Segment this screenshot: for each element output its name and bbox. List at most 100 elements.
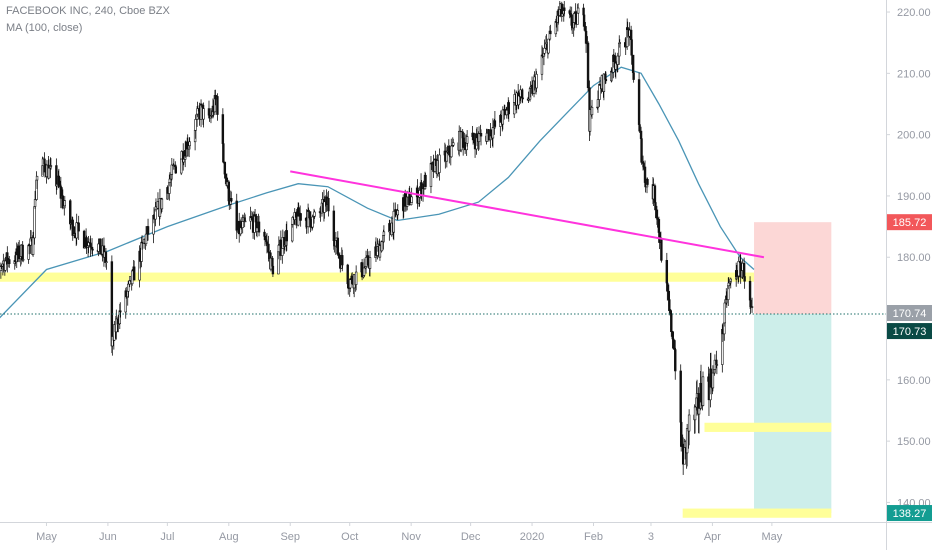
candle (638, 122, 641, 133)
candle-body (119, 310, 122, 313)
candle-body (27, 244, 31, 247)
candle-body (646, 179, 649, 185)
candle-body (616, 55, 619, 65)
candle-body (489, 129, 493, 137)
candle (31, 231, 35, 257)
candle (27, 243, 31, 255)
candle-body (614, 62, 617, 70)
candle-body (255, 227, 259, 232)
candle (313, 210, 316, 219)
candle-body (503, 109, 507, 111)
candle (450, 138, 453, 158)
candle (614, 55, 617, 79)
candle-body (47, 167, 51, 179)
candle-body (354, 271, 358, 285)
candle (392, 202, 396, 241)
candle-body (71, 219, 74, 236)
candle (117, 314, 120, 333)
candle-body (271, 265, 275, 275)
candle-body (693, 406, 697, 421)
candle-body (632, 72, 635, 80)
candle-body (75, 222, 78, 239)
candle-body (33, 199, 37, 207)
candle (672, 331, 675, 350)
candle-body (638, 124, 641, 132)
candle-body (59, 186, 63, 199)
candle (132, 260, 136, 281)
candle-body (346, 264, 349, 285)
candle-body (715, 364, 719, 366)
candle-body (265, 241, 269, 245)
candle-body (267, 251, 271, 254)
candle-body (113, 324, 116, 341)
candle (569, 6, 572, 18)
candle-body (604, 79, 608, 82)
candle-body (299, 213, 302, 221)
candle-body (727, 282, 730, 287)
candle (715, 359, 719, 375)
candle (202, 102, 205, 128)
candle (434, 150, 437, 167)
candle (561, 6, 564, 17)
candle-body (643, 166, 647, 183)
candle-body (31, 237, 35, 255)
candle (309, 218, 312, 233)
candle (547, 38, 550, 55)
x-tick-label: Aug (219, 531, 239, 543)
candle (327, 190, 330, 217)
candle (323, 196, 326, 219)
price-label-text: 170.74 (893, 308, 927, 320)
price-label-text: 170.73 (893, 326, 927, 338)
candle-body (699, 382, 703, 403)
candle-body (660, 238, 663, 261)
candle (188, 137, 191, 149)
candle-body (99, 238, 102, 255)
candle (170, 158, 174, 181)
candle-body (43, 163, 47, 173)
candle (517, 90, 520, 110)
candle (750, 297, 754, 313)
candle-body (596, 99, 600, 108)
candle-body (323, 201, 326, 213)
candle (285, 221, 288, 251)
candle (679, 364, 682, 426)
candle-body (349, 279, 352, 289)
price-label-text: 185.72 (893, 217, 927, 229)
candle (479, 129, 483, 146)
candle (336, 231, 340, 255)
candle (616, 52, 619, 73)
candle-body (263, 235, 267, 241)
candle (711, 365, 715, 392)
candle-body (499, 115, 503, 123)
candle-body (285, 230, 288, 242)
candle-body (452, 142, 455, 146)
candle (729, 277, 732, 289)
candle-body (127, 283, 130, 292)
candle (429, 156, 433, 194)
candle (507, 100, 510, 122)
candle (119, 302, 122, 318)
candle-body (630, 39, 633, 56)
candle-body (549, 30, 552, 35)
candle-body (640, 138, 643, 163)
x-tick-label: May (36, 531, 57, 543)
candle (642, 160, 645, 170)
candle-body (130, 270, 134, 285)
candle (471, 132, 475, 145)
resistance-trendline (290, 170, 765, 259)
candle-body (679, 421, 683, 447)
chart-legend-symbol: FACEBOOK INC, 240, Cboe BZX (6, 5, 170, 17)
candle (216, 93, 219, 121)
candle-body (188, 141, 191, 146)
candle (297, 202, 300, 217)
candle-body (448, 146, 451, 156)
candle (47, 159, 51, 179)
candle (271, 258, 275, 277)
candle-body (450, 145, 453, 158)
y-tick-label: 150.00 (897, 436, 931, 448)
support-zone-1 (0, 272, 755, 282)
candle-body (378, 245, 382, 258)
candle (654, 198, 657, 219)
candle-body (685, 428, 689, 454)
